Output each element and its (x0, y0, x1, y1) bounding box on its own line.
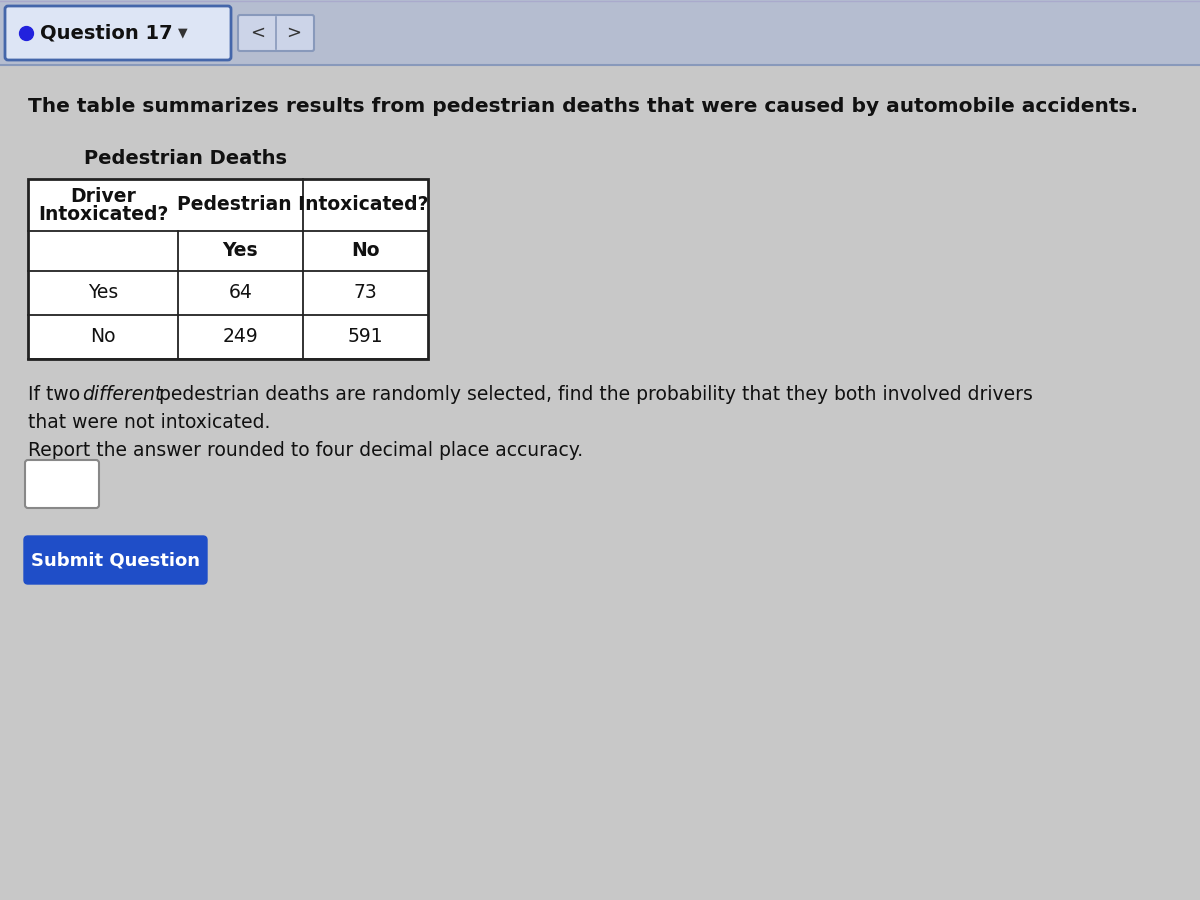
Text: 73: 73 (354, 284, 377, 302)
Text: Submit Question: Submit Question (31, 551, 200, 569)
Text: 249: 249 (223, 328, 258, 346)
Text: Intoxicated?: Intoxicated? (38, 205, 168, 224)
FancyBboxPatch shape (24, 536, 208, 584)
Text: 64: 64 (228, 284, 252, 302)
Text: ▼: ▼ (178, 26, 188, 40)
Text: pedestrian deaths are randomly selected, find the probability that they both inv: pedestrian deaths are randomly selected,… (152, 384, 1033, 403)
Text: No: No (352, 241, 379, 260)
Text: No: No (90, 328, 115, 346)
Text: that were not intoxicated.: that were not intoxicated. (28, 412, 270, 431)
Text: Report the answer rounded to four decimal place accuracy.: Report the answer rounded to four decima… (28, 440, 583, 460)
Text: different: different (83, 384, 163, 403)
Text: 591: 591 (348, 328, 383, 346)
FancyBboxPatch shape (5, 6, 230, 60)
Text: The table summarizes results from pedestrian deaths that were caused by automobi: The table summarizes results from pedest… (28, 97, 1138, 116)
Text: Pedestrian Deaths: Pedestrian Deaths (84, 149, 287, 168)
Text: Pedestrian Intoxicated?: Pedestrian Intoxicated? (178, 195, 428, 214)
Text: Question 17: Question 17 (40, 23, 173, 42)
Text: <: < (251, 24, 265, 42)
Text: >: > (287, 24, 301, 42)
Text: Yes: Yes (88, 284, 118, 302)
Text: If two: If two (28, 384, 86, 403)
Text: Yes: Yes (223, 241, 258, 260)
Bar (0, 0, 1200, 65)
FancyBboxPatch shape (238, 15, 314, 51)
FancyBboxPatch shape (25, 460, 98, 508)
Bar (28, 179, 428, 359)
Text: Driver: Driver (70, 187, 136, 206)
